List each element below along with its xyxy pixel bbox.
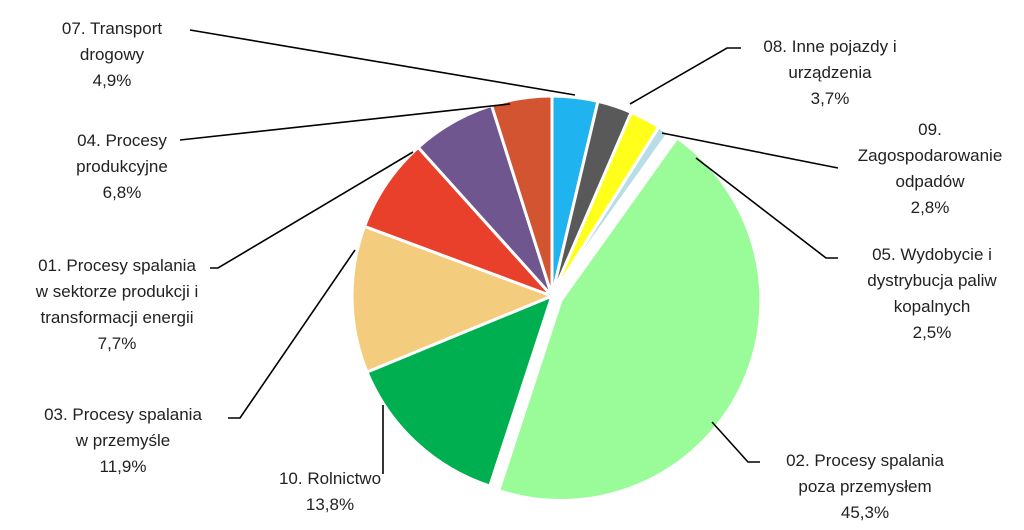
leader-line-04 (179, 103, 511, 141)
slice-label-line: 7,7% (98, 334, 137, 353)
slice-label-line: 01. Procesy spalania (38, 256, 196, 275)
slice-label-line: 09. (918, 120, 942, 139)
slice-label-03: 03. Procesy spalania w przemyśle 11,9% (44, 405, 202, 476)
slice-label-line: 3,7% (811, 89, 850, 108)
slice-label-line: w przemyśle (75, 431, 170, 450)
leader-lines (179, 29, 839, 474)
pie-slice-10 (365, 294, 554, 488)
slice-label-07: 07. Transport drogowy 4,9% (62, 19, 162, 90)
leader-line-09 (661, 132, 839, 169)
slice-labels: 08. Inne pojazdy i urządzenia 3,7% 09. Zagos… (35, 19, 1003, 522)
slice-label-01: 01. Procesy spalania w sektorze produkcji… (35, 256, 199, 353)
slice-label-line: 02. Procesy spalania (786, 451, 944, 470)
slice-label-line: 11,9% (100, 457, 147, 476)
slice-label-05: 05. Wydobycie i dystrybucja paliw kopalnyc… (867, 245, 997, 342)
slice-label-line: w sektorze produkcji i (35, 282, 199, 301)
slice-label-line: 08. Inne pojazdy i (763, 37, 896, 56)
slice-label-line: 04. Procesy (77, 131, 167, 150)
pie-slice-06 (550, 125, 670, 298)
slice-label-08: 08. Inne pojazdy i urządzenia 3,7% (763, 37, 896, 108)
slice-label-line: 05. Wydobycie i (872, 245, 992, 264)
slice-label-line: 6,8% (103, 183, 142, 202)
leader-line-02 (711, 421, 760, 463)
slice-label-line: 03. Procesy spalania (44, 405, 202, 424)
leader-line-03 (228, 249, 356, 419)
slice-label-line: Zagospodarowanie (858, 146, 1003, 165)
slice-label-line: 07. Transport (62, 19, 162, 38)
slice-label-line: 4,9% (93, 71, 132, 90)
slice-label-10: 10. Rolnictwo 13,8% (279, 469, 381, 514)
slice-label-line: 10. Rolnictwo (279, 469, 381, 488)
leader-line-07 (189, 29, 576, 96)
slice-label-line: 13,8% (306, 495, 354, 514)
pie-slice-01 (363, 145, 554, 298)
slice-label-line: drogowy (80, 45, 145, 64)
slice-label-line: kopalnych (894, 297, 971, 316)
leader-line-08 (629, 47, 741, 105)
slice-label-line: dystrybucja paliw (867, 271, 997, 290)
slice-label-line: 45,3% (841, 503, 889, 522)
slice-label-09: 09. Zagospodarowanie odpadów 2,8% (858, 120, 1003, 217)
pie-slice-03 (350, 224, 554, 374)
leader-line-05 (695, 157, 838, 259)
slice-label-line: odpadów (895, 172, 965, 191)
pie-slice-02 (497, 136, 763, 502)
slice-label-line: poza przemysłem (798, 477, 931, 496)
pie-slices (350, 94, 763, 502)
slice-label-02: 02. Procesy spalania poza przemysłem 45,3% (786, 451, 944, 522)
slice-label-line: 2,5% (913, 323, 952, 342)
slice-label-line: transformacji energii (40, 308, 193, 327)
slice-label-line: 2,8% (911, 198, 950, 217)
slice-label-04: 04. Procesy produkcyjne 6,8% (76, 131, 168, 202)
slice-label-line: urządzenia (788, 63, 872, 82)
slice-label-line: produkcyjne (76, 157, 168, 176)
leader-line-01 (210, 151, 414, 269)
